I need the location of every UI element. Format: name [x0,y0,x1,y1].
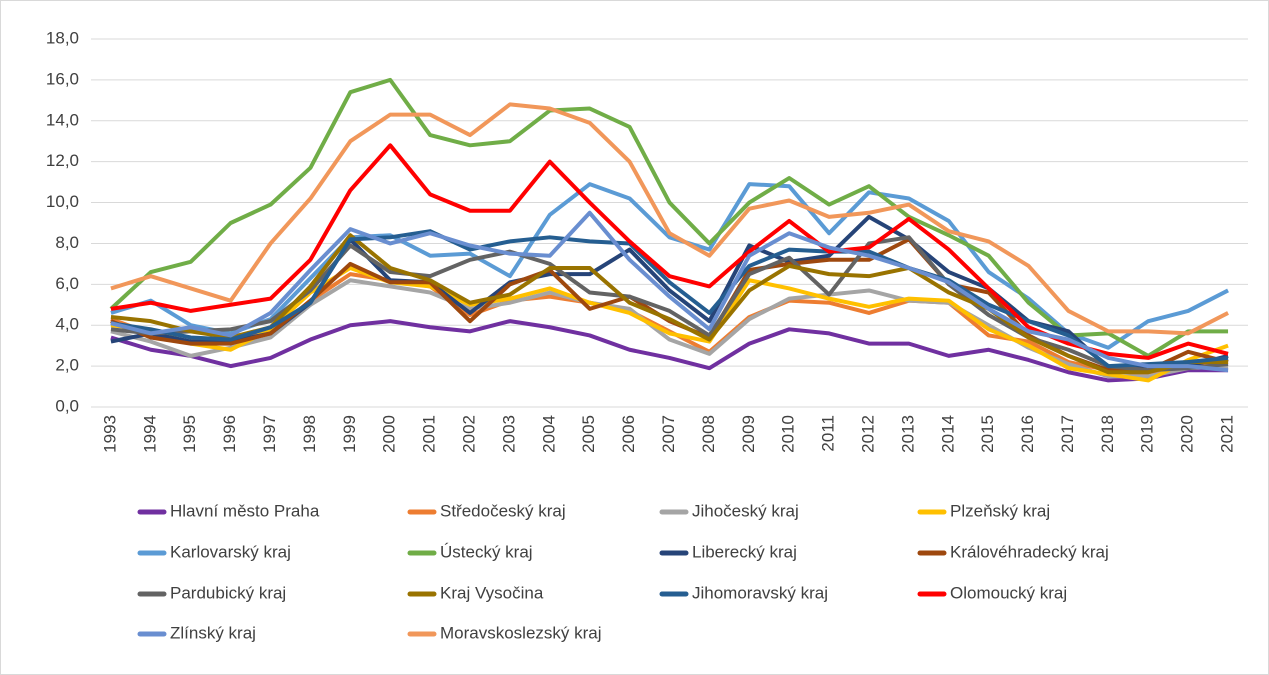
x-tick-label: 1998 [300,415,319,453]
x-tick-label: 2018 [1098,415,1117,453]
series-line [110,229,1229,369]
legend-label: Moravskoslezský kraj [440,623,602,642]
x-tick-label: 1996 [220,415,239,453]
x-tick-label: 2000 [380,415,399,453]
x-tick-label: 2012 [858,415,877,453]
y-tick-label: 4,0 [55,315,79,334]
legend-label: Plzeňský kraj [950,501,1050,520]
y-tick-label: 12,0 [46,151,79,170]
x-tick-label: 1994 [140,415,159,453]
y-tick-label: 6,0 [55,274,79,293]
legend-label: Karlovarský kraj [170,542,291,561]
x-tick-label: 2011 [819,415,838,452]
y-tick-label: 2,0 [55,356,79,375]
series-line [110,182,1229,350]
y-tick-label: 14,0 [46,110,79,129]
series-line [110,233,1229,375]
y-tick-label: 8,0 [55,233,79,252]
legend-label: Olomoucký kraj [950,583,1067,602]
x-tick-label: 2010 [779,415,798,453]
x-tick-label: 2006 [619,415,638,453]
legend-label: Liberecký kraj [692,542,797,561]
x-tick-label: 1997 [260,415,279,453]
series-line [110,319,1229,383]
y-tick-label: 10,0 [46,192,79,211]
legend-label: Královéhradecký kraj [950,542,1109,561]
x-tick-label: 2020 [1178,415,1197,453]
x-tick-label: 1993 [100,415,119,453]
x-tick-label: 2005 [579,415,598,453]
x-tick-label: 2016 [1018,415,1037,453]
legend-label: Kraj Vysočina [440,583,544,602]
x-tick-label: 2002 [460,415,479,453]
y-tick-label: 0,0 [55,396,79,415]
legend-label: Jihočeský kraj [692,501,799,520]
x-tick-label: 2001 [420,415,439,453]
series-line [110,102,1229,336]
series-line [109,77,1229,358]
x-tick-label: 2007 [659,415,678,453]
series-line [110,210,1229,373]
x-tick-label: 1995 [180,415,199,453]
legend-label: Středočeský kraj [440,501,566,520]
y-tick-label: 18,0 [46,28,79,47]
x-tick-label: 2019 [1138,415,1157,453]
x-tick-label: 2014 [938,415,957,453]
x-tick-label: 2021 [1218,415,1237,453]
x-tick-label: 1999 [340,415,359,453]
series-line [110,265,1229,383]
legend-label: Ústecký kraj [440,542,533,561]
y-tick-label: 16,0 [46,69,79,88]
legend-label: Hlavní město Praha [170,501,320,520]
x-tick-label: 2017 [1058,415,1077,453]
x-tick-label: 2008 [699,415,718,453]
x-tick-label: 2015 [978,415,997,453]
x-tick-label: 2004 [539,415,558,453]
x-tick-label: 2003 [499,415,518,453]
x-tick-label: 2013 [898,415,917,453]
legend-label: Pardubický kraj [170,583,286,602]
legend-label: Jihomoravský kraj [692,583,828,602]
legend-label: Zlínský kraj [170,623,256,642]
x-tick-label: 2009 [739,415,758,453]
